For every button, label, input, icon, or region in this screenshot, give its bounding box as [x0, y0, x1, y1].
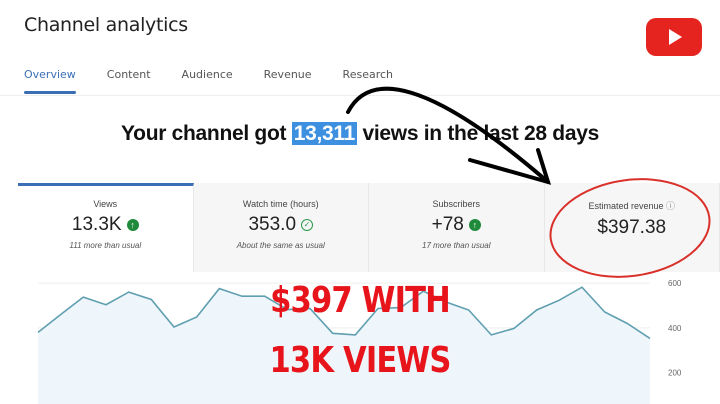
y-tick-label: 400	[668, 324, 682, 333]
divider	[0, 95, 720, 96]
card-value: +78	[431, 214, 464, 235]
card-watch-time[interactable]: Watch time (hours) 353.0 ✓ About the same…	[193, 183, 369, 272]
area-fill	[38, 287, 650, 404]
overlay-text-line1: $397 WITH	[270, 280, 451, 321]
tab-audience[interactable]: Audience	[181, 68, 233, 81]
arrow-head	[468, 148, 552, 185]
card-label: Estimated revenue ⓘ	[545, 199, 720, 212]
tab-bar: Overview Content Audience Revenue Resear…	[24, 68, 424, 94]
arrow-up-circle-icon: ↑	[468, 219, 481, 231]
card-value: 353.0	[248, 214, 297, 235]
card-note: 17 more than usual	[422, 241, 491, 250]
card-label-text: Estimated revenue	[588, 201, 664, 211]
headline: Your channel got 13,311 views in the las…	[0, 122, 720, 146]
card-views[interactable]: Views 13.3K ↑ 111 more than usual	[18, 183, 194, 272]
y-tick-label: 600	[668, 279, 682, 288]
tab-research[interactable]: Research	[342, 68, 394, 81]
metric-cards: Views 13.3K ↑ 111 more than usual Watch t…	[18, 183, 720, 272]
card-estimated-revenue[interactable]: Estimated revenue ⓘ $397.38	[544, 183, 720, 272]
card-label: Watch time (hours)	[242, 199, 319, 209]
arrow-up-circle-icon: ↑	[126, 219, 139, 231]
views-chart: 200 400 600	[37, 279, 682, 404]
info-icon[interactable]: ⓘ	[666, 201, 676, 211]
page-title: Channel analytics	[24, 14, 188, 36]
tab-overview[interactable]: Overview	[24, 68, 76, 94]
headline-suffix: views in the last 28 days	[356, 122, 600, 145]
youtube-logo-icon	[646, 18, 702, 56]
card-label: Subscribers	[432, 199, 481, 209]
tab-content[interactable]: Content	[106, 68, 151, 81]
card-subscribers[interactable]: Subscribers +78 ↑ 17 more than usual	[369, 183, 545, 272]
overlay-text-line2: 13K VIEWS	[269, 340, 451, 381]
card-note: About the same as usual	[236, 241, 325, 250]
series-line	[37, 286, 651, 340]
card-note: 111 more than usual	[69, 241, 142, 250]
headline-prefix: Your channel got	[121, 122, 292, 145]
views-highlight: 13,311	[291, 122, 357, 145]
check-circle-icon: ✓	[301, 219, 314, 231]
tab-revenue[interactable]: Revenue	[263, 68, 312, 81]
card-value: 13.3K	[71, 214, 122, 235]
y-tick-label: 200	[668, 369, 682, 378]
card-label: Views	[93, 199, 118, 209]
card-value: $397.38	[597, 217, 667, 238]
